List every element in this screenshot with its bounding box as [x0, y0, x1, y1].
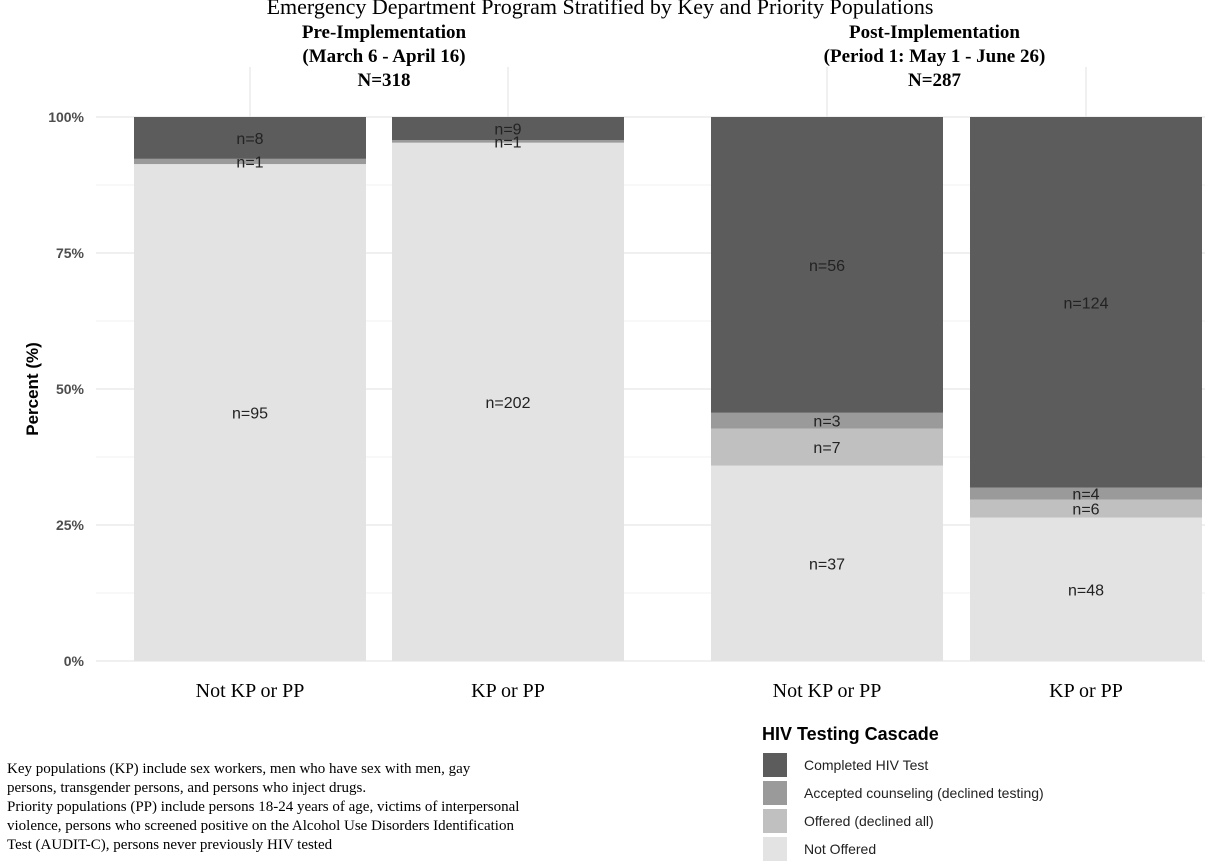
- legend-swatch: [763, 809, 787, 833]
- bar-segment: [392, 142, 624, 661]
- legend-label: Offered (declined all): [804, 813, 934, 829]
- y-tick-label: 50%: [56, 381, 85, 397]
- legend-label: Completed HIV Test: [804, 757, 928, 773]
- bar-segment: [970, 517, 1202, 661]
- y-tick-label: 100%: [48, 109, 84, 125]
- x-tick-label: KP or PP: [471, 680, 545, 702]
- panel-title-line: Pre-Implementation: [302, 22, 467, 43]
- bar-segment: [970, 117, 1202, 488]
- x-tick-label: Not KP or PP: [773, 680, 882, 702]
- bar-segment: [711, 117, 943, 413]
- data-label: n=95: [232, 406, 268, 423]
- data-label: n=56: [809, 258, 845, 275]
- bar-segment: [392, 140, 624, 143]
- panel-title-line: Post-Implementation: [849, 22, 1020, 43]
- panel-title-line: N=287: [908, 70, 962, 91]
- legend-title: HIV Testing Cascade: [762, 724, 939, 744]
- bar-segment: [392, 117, 624, 141]
- x-tick-label: KP or PP: [1049, 680, 1123, 702]
- data-label: n=202: [486, 395, 531, 412]
- data-label: n=1: [494, 134, 521, 151]
- data-label: n=9: [494, 122, 521, 139]
- bar-segment: [711, 428, 943, 466]
- legend-label: Accepted counseling (declined testing): [804, 785, 1044, 801]
- legend-swatch: [763, 753, 787, 777]
- y-tick-label: 75%: [56, 245, 85, 261]
- footnote-line: Key populations (KP) include sex workers…: [7, 761, 471, 777]
- data-label: n=7: [813, 440, 840, 457]
- bar-segment: [711, 465, 943, 661]
- data-label: n=3: [813, 414, 840, 431]
- footnote-line: violence, persons who screened positive …: [7, 818, 514, 834]
- x-tick-label: Not KP or PP: [196, 680, 305, 702]
- data-label: n=48: [1068, 582, 1104, 599]
- legend-swatch: [763, 837, 787, 861]
- footnote-line: persons, transgender persons, and person…: [7, 780, 366, 796]
- bar-segment: [134, 164, 366, 662]
- panel-title-line: (Period 1: May 1 - June 26): [824, 46, 1046, 67]
- panel-title-line: (March 6 - April 16): [302, 46, 465, 67]
- data-label: n=37: [809, 556, 845, 573]
- data-label: n=124: [1064, 295, 1109, 312]
- footnote-line: Priority populations (PP) include person…: [7, 799, 519, 815]
- footnote-line: Test (AUDIT-C), persons never previously…: [7, 837, 333, 853]
- y-axis-title: Percent (%): [23, 342, 42, 436]
- panel-title-line: N=318: [357, 70, 410, 91]
- bar-segment: [134, 117, 366, 159]
- data-label: n=6: [1072, 502, 1099, 519]
- bar-segment: [134, 158, 366, 165]
- bar-segment: [970, 487, 1202, 500]
- legend-swatch: [763, 781, 787, 805]
- figure-title: Emergency Department Program Stratified …: [267, 0, 934, 19]
- y-tick-label: 0%: [64, 653, 85, 669]
- data-label: n=1: [236, 154, 263, 171]
- legend-label: Not Offered: [804, 841, 876, 857]
- data-label: n=4: [1072, 487, 1099, 504]
- legend: HIV Testing Cascade Completed HIV Test Acc…: [762, 724, 1044, 861]
- bar-segment: [711, 412, 943, 429]
- bars: [134, 117, 1202, 662]
- bar-segment: [970, 499, 1202, 518]
- chart-text: Emergency Department Program Stratified …: [7, 0, 1123, 853]
- data-label: n=8: [236, 131, 263, 148]
- y-tick-label: 25%: [56, 517, 85, 533]
